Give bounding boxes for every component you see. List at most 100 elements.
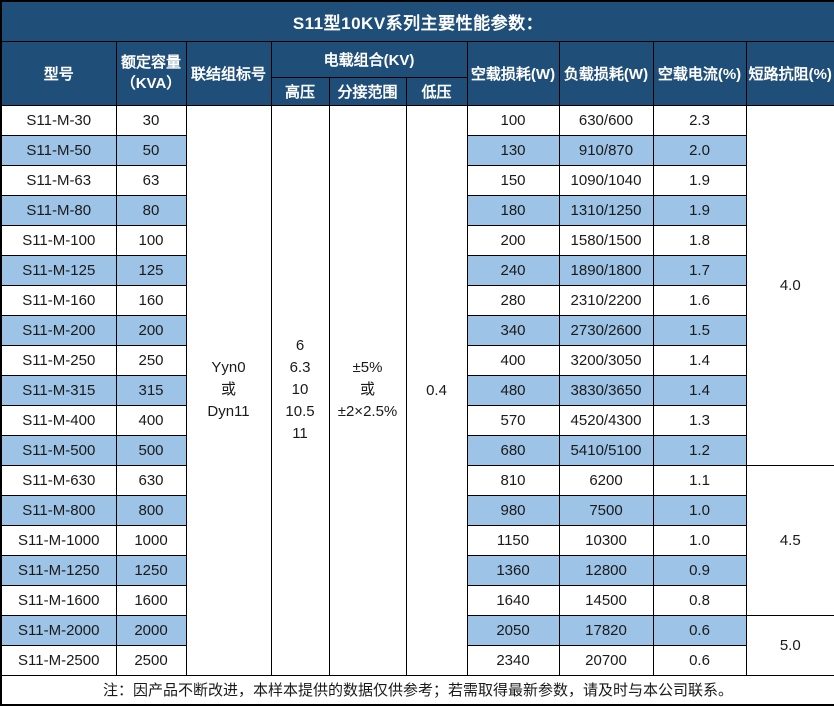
cell-capacity: 200	[115, 314, 187, 346]
cell-no-load-loss: 100	[466, 104, 560, 136]
cell-capacity: 30	[115, 104, 187, 136]
col-header-voltage-combo: 电载组合(KV)	[270, 40, 468, 78]
col-header-lv: 低压	[405, 76, 468, 106]
col-header-no-load-current: 空载电流(%)	[652, 40, 747, 106]
cell-capacity: 630	[115, 464, 187, 496]
cell-model: S11-M-160	[0, 284, 117, 316]
cell-model: S11-M-200	[0, 314, 117, 346]
cell-load-loss: 14500	[558, 584, 654, 616]
cell-load-loss: 2730/2600	[558, 314, 654, 346]
cell-load-loss: 7500	[558, 494, 654, 526]
cell-model: S11-M-400	[0, 404, 117, 436]
footer-row: 注：因产品不断改进，本样本提供的数据仅供参考；若需取得最新参数，请及时与本公司联…	[0, 674, 834, 706]
cell-no-load-current: 1.5	[652, 314, 747, 346]
cell-load-loss: 910/870	[558, 134, 654, 166]
cell-no-load-current: 1.1	[652, 464, 747, 496]
capacity-header-line1: 额定容量	[120, 54, 181, 71]
cell-no-load-current: 0.8	[652, 584, 747, 616]
cell-model: S11-M-80	[0, 194, 117, 226]
page-title: S11型10KV系列主要性能参数：	[0, 0, 834, 42]
cell-no-load-loss: 1640	[466, 584, 560, 616]
cell-load-loss: 630/600	[558, 104, 654, 136]
title-row: S11型10KV系列主要性能参数：	[0, 0, 834, 42]
cell-no-load-loss: 980	[466, 494, 560, 526]
cell-no-load-loss: 400	[466, 344, 560, 376]
cell-load-loss: 1090/1040	[558, 164, 654, 196]
cell-no-load-current: 2.0	[652, 134, 747, 166]
table-body: S11-M-30 30 Yyn0 或 Dyn11 6 6.3 10 10.5 11 ±5…	[0, 104, 834, 676]
cell-model: S11-M-30	[0, 104, 117, 136]
cell-capacity: 250	[115, 344, 187, 376]
cell-capacity: 500	[115, 434, 187, 466]
cell-model: S11-M-250	[0, 344, 117, 376]
col-header-capacity: 额定容量 （KVA）	[115, 40, 187, 106]
cell-no-load-current: 1.6	[652, 284, 747, 316]
cell-capacity: 100	[115, 224, 187, 256]
table-row: S11-M-800 800 980 7500 1.0	[0, 494, 834, 526]
cell-no-load-current: 1.0	[652, 524, 747, 556]
cell-capacity: 160	[115, 284, 187, 316]
cell-model: S11-M-63	[0, 164, 117, 196]
cell-capacity: 2000	[115, 614, 187, 646]
table-row: S11-M-315 315 480 3830/3650 1.4	[0, 374, 834, 406]
cell-no-load-current: 2.3	[652, 104, 747, 136]
cell-no-load-loss: 1150	[466, 524, 560, 556]
cell-no-load-current: 1.8	[652, 224, 747, 256]
cell-load-loss: 17820	[558, 614, 654, 646]
cell-no-load-current: 1.4	[652, 344, 747, 376]
cell-no-load-loss: 570	[466, 404, 560, 436]
table-row: S11-M-30 30 Yyn0 或 Dyn11 6 6.3 10 10.5 11 ±5…	[0, 104, 834, 676]
col-header-vector-group: 联结组标号	[185, 40, 272, 106]
cell-no-load-current: 0.6	[652, 614, 747, 646]
cell-capacity: 400	[115, 404, 187, 436]
table-row: S11-M-200 200 340 2730/2600 1.5	[0, 314, 834, 346]
cell-model: S11-M-100	[0, 224, 117, 256]
cell-load-loss: 3200/3050	[558, 344, 654, 376]
cell-no-load-current: 0.9	[652, 554, 747, 586]
capacity-header-line2: （KVA）	[120, 75, 182, 92]
cell-no-load-current: 1.9	[652, 164, 747, 196]
col-header-no-load-loss: 空载损耗(W)	[466, 40, 560, 106]
cell-model: S11-M-1250	[0, 554, 117, 586]
cell-capacity: 2500	[115, 644, 187, 676]
cell-load-loss: 1580/1500	[558, 224, 654, 256]
cell-vector-group: Yyn0 或 Dyn11	[185, 104, 272, 676]
cell-no-load-current: 1.2	[652, 434, 747, 466]
cell-model: S11-M-630	[0, 464, 117, 496]
cell-model: S11-M-50	[0, 134, 117, 166]
table-row: S11-M-125 125 240 1890/1800 1.7	[0, 254, 834, 286]
cell-no-load-loss: 130	[466, 134, 560, 166]
cell-capacity: 63	[115, 164, 187, 196]
cell-load-loss: 4520/4300	[558, 404, 654, 436]
cell-model: S11-M-315	[0, 374, 117, 406]
cell-load-loss: 6200	[558, 464, 654, 496]
cell-model: S11-M-1600	[0, 584, 117, 616]
cell-no-load-loss: 240	[466, 254, 560, 286]
cell-hv: 6 6.3 10 10.5 11	[270, 104, 330, 676]
cell-capacity: 1000	[115, 524, 187, 556]
cell-no-load-loss: 280	[466, 284, 560, 316]
cell-no-load-current: 1.4	[652, 374, 747, 406]
table-row: S11-M-1250 1250 1360 12800 0.9	[0, 554, 834, 586]
table-row: S11-M-100 100 200 1580/1500 1.8	[0, 224, 834, 256]
footer-note: 注：因产品不断改进，本样本提供的数据仅供参考；若需取得最新参数，请及时与本公司联…	[0, 674, 834, 706]
cell-load-loss: 1890/1800	[558, 254, 654, 286]
cell-load-loss: 2310/2200	[558, 284, 654, 316]
cell-capacity: 125	[115, 254, 187, 286]
col-header-tap-range: 分接范围	[328, 76, 407, 106]
cell-no-load-current: 1.9	[652, 194, 747, 226]
table-row: S11-M-63 63 150 1090/1040 1.9	[0, 164, 834, 196]
cell-no-load-loss: 200	[466, 224, 560, 256]
cell-load-loss: 12800	[558, 554, 654, 586]
cell-capacity: 315	[115, 374, 187, 406]
table-row: S11-M-80 80 180 1310/1250 1.9	[0, 194, 834, 226]
cell-load-loss: 20700	[558, 644, 654, 676]
cell-impedance: 4.5	[745, 464, 834, 616]
cell-model: S11-M-2500	[0, 644, 117, 676]
cell-tap-range: ±5% 或 ±2×2.5%	[328, 104, 407, 676]
table-row: S11-M-1600 1600 1640 14500 0.8	[0, 584, 834, 616]
cell-model: S11-M-800	[0, 494, 117, 526]
cell-no-load-loss: 480	[466, 374, 560, 406]
table-row: S11-M-2000 2000 2050 17820 0.6 5.0	[0, 614, 834, 676]
cell-load-loss: 3830/3650	[558, 374, 654, 406]
